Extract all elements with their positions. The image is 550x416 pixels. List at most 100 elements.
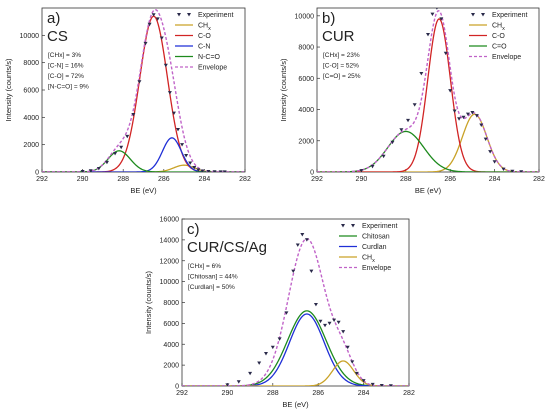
experiment-point <box>461 115 466 120</box>
experiment-point <box>180 143 185 147</box>
legend-label-text: Curdlan <box>362 244 387 251</box>
legend-label: Envelope <box>492 54 521 61</box>
experiment-point <box>435 8 438 10</box>
composition-text: [Chitosan] = 44% <box>188 274 238 281</box>
experiment-point <box>143 41 148 46</box>
legend-label: C=O <box>492 44 507 51</box>
legend-label: Envelope <box>198 65 227 72</box>
legend-label-text: Experiment <box>198 12 233 19</box>
plot-area <box>182 233 409 386</box>
experiment-point <box>291 269 296 273</box>
panel-label: a) <box>47 10 60 27</box>
peak-curdlan <box>182 313 409 386</box>
sample-name: CUR/CS/Ag <box>187 239 267 256</box>
experiment-point <box>412 103 417 107</box>
experiment-point <box>399 128 404 132</box>
experiment-point <box>270 345 275 350</box>
legend-marker-experiment <box>471 13 475 17</box>
y-tick-label: 12000 <box>160 258 180 265</box>
x-tick-label: 284 <box>489 176 501 183</box>
legend-label: Experiment <box>198 12 233 19</box>
legend-label-text: C-N <box>198 44 210 51</box>
experiment-point <box>361 379 366 383</box>
legend-label-text: Experiment <box>492 12 527 19</box>
y-axis-label: Intensity (counts/s) <box>279 58 288 121</box>
x-tick-label: 290 <box>222 390 234 397</box>
y-tick-label: 6000 <box>298 76 314 83</box>
experiment-point <box>390 140 395 145</box>
y-tick-label: 2000 <box>163 363 179 370</box>
legend-label: Chitosan <box>362 234 390 241</box>
legend-label-subscript: x <box>502 26 505 32</box>
experiment-point <box>225 383 230 386</box>
experiment-point <box>452 109 457 113</box>
legend-label-text: C-O <box>198 33 211 40</box>
experiment-point <box>248 371 253 376</box>
experiment-point <box>119 145 124 150</box>
legend-label-text: CH <box>492 23 502 30</box>
envelope-line <box>317 9 539 172</box>
legend-label: CHx <box>198 23 211 33</box>
experiment-point <box>309 269 314 273</box>
experiment-point <box>304 238 309 242</box>
experiment-point <box>200 169 205 172</box>
y-tick-label: 4000 <box>298 107 314 114</box>
y-axis-label: Intensity (counts/s) <box>144 271 153 334</box>
legend-marker-experiment <box>351 224 355 228</box>
experiment-point <box>80 169 85 172</box>
sample-name: CUR <box>322 28 355 45</box>
composition-text: [N-C=O] = 9% <box>48 84 89 91</box>
experiment-point <box>370 164 375 169</box>
legend-label-text: Experiment <box>362 223 397 230</box>
x-tick-label: 288 <box>267 390 279 397</box>
experiment-point <box>426 32 430 37</box>
experiment-point <box>443 51 448 56</box>
experiment-point <box>430 12 435 17</box>
y-tick-label: 8000 <box>23 60 39 67</box>
experiment-point <box>439 17 444 21</box>
peak-chx <box>317 113 539 172</box>
legend-label: C-O <box>198 33 211 40</box>
experiment-point <box>492 160 497 164</box>
peak-c-o <box>317 130 539 172</box>
y-tick-label: 2000 <box>23 142 39 149</box>
experiment-point <box>196 168 201 172</box>
legend-label: CHx <box>362 255 375 265</box>
peak-chitosan <box>182 310 409 386</box>
x-tick-label: 282 <box>239 176 251 183</box>
x-tick-label: 292 <box>36 176 48 183</box>
experiment-point <box>188 161 193 165</box>
composition-text: [C-O] = 72% <box>48 73 84 80</box>
experiment-point <box>155 17 160 21</box>
experiment-point <box>147 22 152 27</box>
legend-label: N-C=O <box>198 54 221 61</box>
experiment-point <box>137 80 142 84</box>
chart-panel-c: 292 290 288 286 284 282 0 2000 4000 6000 8000 10000… <box>144 217 415 410</box>
legend-label-text: N-C=O <box>198 54 221 61</box>
experiment-point <box>483 137 488 141</box>
y-tick-label: 8000 <box>163 300 179 307</box>
x-tick-label: 288 <box>117 176 129 183</box>
legend-marker-experiment <box>341 224 345 228</box>
x-tick-label: 284 <box>199 176 211 183</box>
experiment-point <box>448 89 453 93</box>
y-tick-label: 4000 <box>23 115 39 122</box>
y-tick-label: 0 <box>175 384 179 391</box>
experiment-point <box>465 112 470 117</box>
experiment-point <box>519 170 524 172</box>
plot-area <box>317 8 539 172</box>
envelope-line <box>42 9 245 172</box>
y-tick-label: 6000 <box>163 321 179 328</box>
x-tick-label: 282 <box>403 390 415 397</box>
experiment-point <box>341 330 346 334</box>
x-tick-label: 290 <box>356 176 368 183</box>
x-axis-label: BE (eV) <box>282 400 309 409</box>
panel-label: b) <box>322 10 335 27</box>
experiment-point <box>510 169 515 172</box>
y-tick-label: 2000 <box>298 138 314 145</box>
composition-text: [CHx] = 6% <box>188 263 221 270</box>
y-tick-label: 14000 <box>160 237 180 244</box>
